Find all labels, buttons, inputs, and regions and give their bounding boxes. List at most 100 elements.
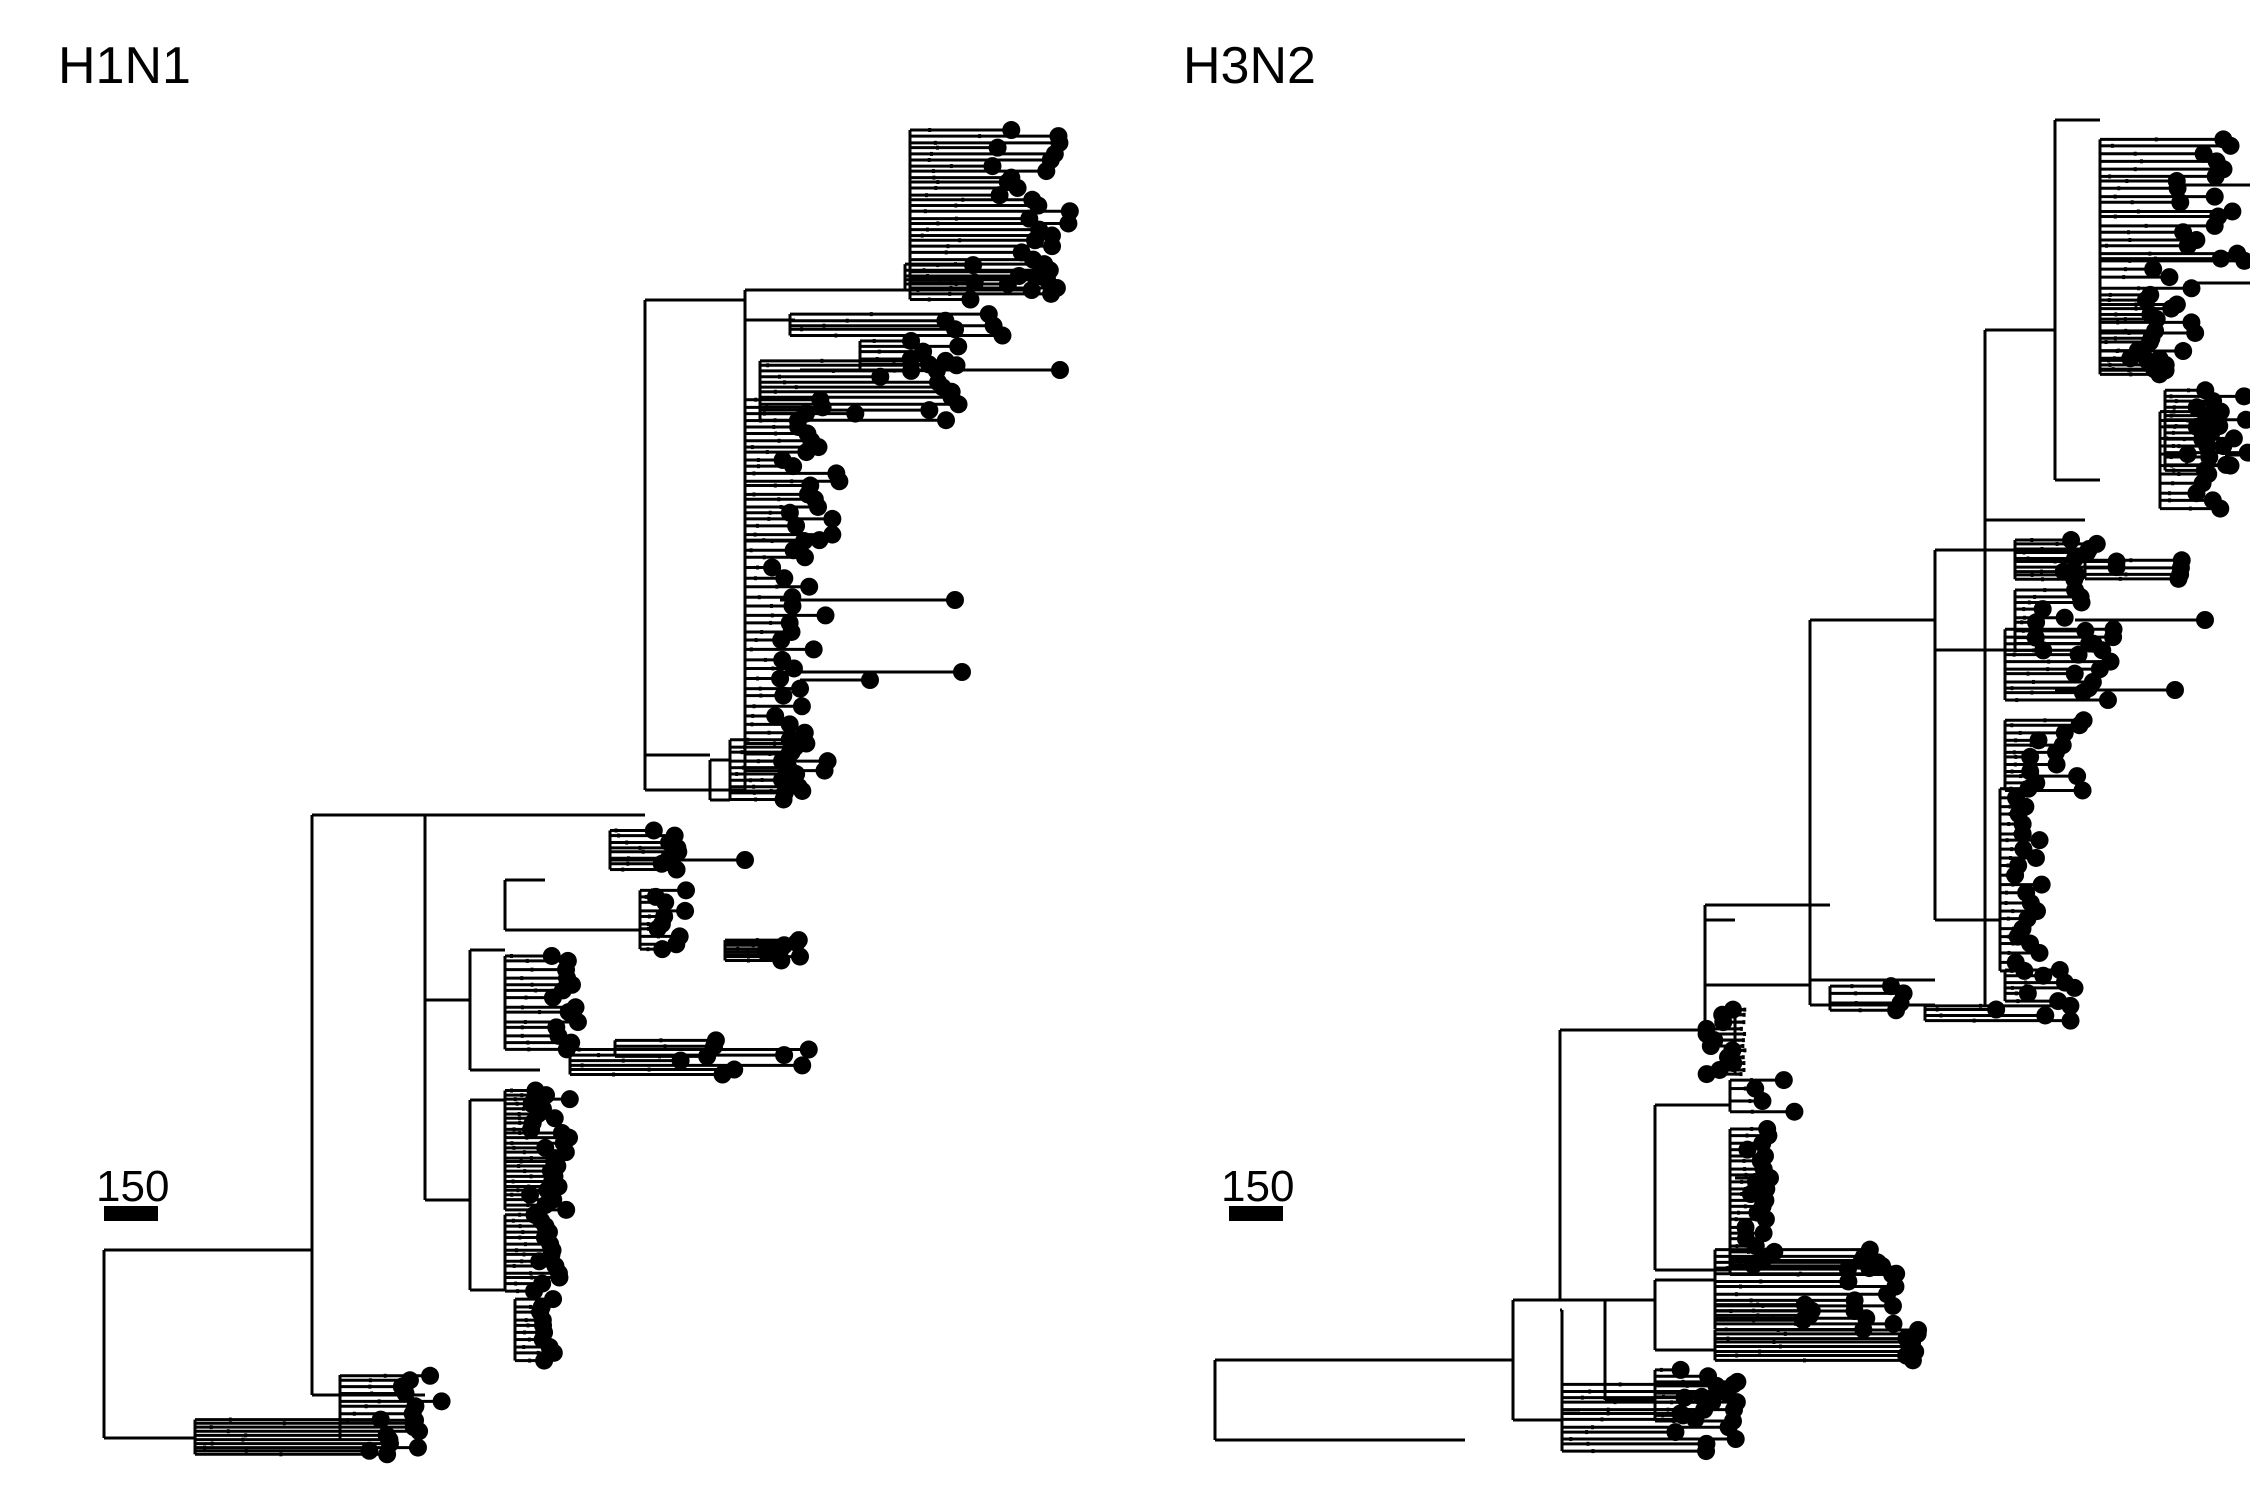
tree-tip (2055, 608, 2074, 627)
tree-tip (949, 337, 968, 356)
tree-tip (1051, 361, 1069, 379)
tree-tip (2221, 456, 2240, 475)
tree-tip (360, 1441, 379, 1460)
tree-tip (816, 606, 835, 625)
tree-tip (676, 881, 695, 900)
tree-tip (771, 669, 790, 688)
tree-tip (2104, 628, 2123, 647)
tree-tip (780, 744, 799, 763)
tree-tip (1666, 1423, 1685, 1442)
tree-tip (797, 734, 816, 753)
phylogenetic-tree-h3n2 (1213, 118, 2250, 1461)
tree-tip (2026, 848, 2045, 867)
tree-tip (2160, 268, 2179, 287)
tree-tip (2142, 329, 2161, 348)
tree-tip (560, 1090, 579, 1109)
tree-tip (1002, 121, 1021, 140)
h3n2-panel: H3N2 150 (1125, 0, 2250, 1500)
tree-tip (525, 1282, 544, 1301)
tree-tip (953, 663, 971, 681)
tree-tip (2027, 773, 2046, 792)
tree-tip (671, 1051, 690, 1070)
tree-tip (2224, 429, 2243, 448)
tree-tip (2034, 641, 2053, 660)
tree-tip (408, 1438, 427, 1457)
tree-tip (2021, 747, 2040, 766)
tree-tip (2211, 249, 2230, 268)
tree-tip (815, 761, 834, 780)
tree-tip (2013, 825, 2032, 844)
tree-tip (667, 935, 686, 954)
tree-tip (784, 457, 803, 476)
tree-tip (2073, 781, 2092, 800)
tree-tip (2144, 260, 2163, 279)
tree-tip (2166, 681, 2184, 699)
tree-tip (1723, 1412, 1742, 1431)
tree-tip (1738, 1140, 1757, 1159)
tree-tip (2168, 179, 2187, 198)
tree-tip (543, 988, 562, 1007)
tree-tip (949, 395, 968, 414)
tree-tip (823, 509, 842, 528)
tree-tip (2030, 831, 2049, 850)
tree-tip (2211, 499, 2230, 518)
tree-tip (799, 1040, 818, 1059)
tree-tip (406, 1411, 425, 1430)
tree-tip (2032, 875, 2051, 894)
tree-tip (920, 401, 939, 420)
tree-tip (861, 671, 879, 689)
tree-tip (2236, 410, 2250, 429)
tree-tip (1726, 1430, 1745, 1449)
scale-bar-label-h3n2: 150 (1221, 1162, 1295, 1211)
tree-tip (2072, 593, 2091, 612)
tree-tip (2062, 531, 2081, 550)
tree-tip (846, 404, 865, 423)
tree-tip (810, 531, 829, 550)
tree-tip (1883, 1265, 1902, 1284)
tree-tip (2027, 613, 2046, 632)
tree-tip (937, 411, 956, 430)
tree-tip (1701, 1037, 1720, 1056)
tree-tip (797, 443, 816, 462)
tree-tip (1008, 178, 1027, 197)
tree-tip (795, 548, 814, 567)
tree-tip (2065, 978, 2084, 997)
tree-tip (2238, 443, 2250, 462)
tree-tip (2178, 236, 2197, 255)
tree-tip (378, 1445, 397, 1464)
tree-tip (557, 1200, 576, 1219)
tree-tip (766, 706, 785, 725)
tree-tip (787, 516, 806, 535)
tree-tip (1884, 1314, 1903, 1333)
tree-tip (2150, 365, 2169, 384)
tree-tip (1903, 1351, 1922, 1370)
tree-tip (2065, 664, 2084, 683)
tree-tip (1724, 1054, 1743, 1073)
tree-tip (2047, 755, 2066, 774)
tree-tip (2014, 840, 2033, 859)
tree-tip (1741, 1185, 1760, 1204)
panel-title-h1n1: H1N1 (58, 37, 191, 95)
tree-tip (793, 781, 812, 800)
tree-tip (793, 1056, 812, 1075)
tree-tip (2196, 611, 2214, 629)
tree-tip (800, 577, 819, 596)
tree-tip (990, 186, 1009, 205)
tree-tip (2169, 569, 2188, 588)
tree-tip (1794, 1311, 1813, 1330)
tree-tip (2205, 187, 2224, 206)
scale-bar-h1n1 (104, 1206, 158, 1221)
tree-tip (1774, 1071, 1793, 1090)
tree-tip (1022, 281, 1041, 300)
tree-tip (2030, 943, 2049, 962)
tree-tip (421, 1366, 440, 1385)
tree-tip (535, 1351, 554, 1370)
tree-tip (763, 558, 782, 577)
tree-tip (2223, 202, 2242, 221)
tree-tip (2061, 996, 2080, 1015)
tree-tip (947, 356, 966, 375)
tree-tip (775, 569, 794, 588)
tree-tip (772, 631, 791, 650)
tree-tip (780, 715, 799, 734)
panel-title-h3n2: H3N2 (1183, 37, 1316, 95)
